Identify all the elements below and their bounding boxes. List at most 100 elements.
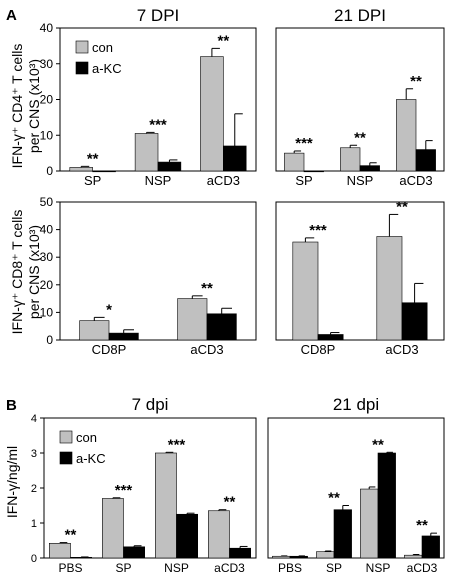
bar-con: [69, 167, 93, 172]
significance-marker: **: [396, 198, 408, 215]
y-tick-label: 0: [31, 553, 37, 565]
bar-akc: [289, 555, 308, 559]
bar-con: [340, 147, 361, 172]
y-tick-label: 10: [40, 128, 54, 142]
significance-marker: ***: [168, 436, 186, 453]
bar-akc: [421, 535, 440, 559]
x-tick-label: SP: [326, 561, 342, 575]
chart-title: 7 DPI: [137, 6, 180, 25]
bar-con: [272, 555, 291, 559]
bar-con: [102, 498, 124, 559]
significance-marker: **: [65, 527, 77, 544]
bar-akc: [176, 513, 199, 559]
chart-21dpi-b: 21 dpi PBS SP ** NSP ** aCD3 **: [267, 395, 445, 575]
ylabel-cd8-line2: per CNS (x10³): [26, 225, 42, 319]
ylabel-cd8-line1: IFN-γ⁺ CD8⁺ T cells: [9, 210, 25, 335]
y-tick-label: 50: [40, 195, 54, 209]
y-tick-label: 0: [46, 333, 53, 347]
chart-7dpi-cd4: 7 DPI 0 10 20 30 40 SP ** NSP *** aCD3 ** con a-KC: [40, 6, 257, 188]
x-tick-label: aCD3: [214, 561, 245, 575]
significance-marker: **: [217, 32, 229, 49]
bar-akc: [92, 170, 116, 173]
bar-con: [200, 56, 224, 172]
legend-swatch-con: [75, 40, 89, 54]
bar-akc: [333, 509, 352, 559]
bar-con: [134, 133, 159, 172]
significance-marker: ***: [149, 116, 167, 133]
bar-akc: [317, 334, 344, 341]
chart-title: 7 dpi: [132, 395, 169, 414]
x-tick-label: NSP: [347, 173, 374, 188]
bar-con: [404, 554, 423, 559]
x-tick-label: SP: [295, 173, 312, 188]
ylabel-cd4-line2: per CNS (x10³): [26, 59, 42, 153]
y-tick-label: 0: [46, 164, 53, 178]
bar-akc: [401, 302, 428, 341]
bar-akc: [108, 332, 139, 341]
y-tick-label: 40: [40, 21, 54, 35]
x-tick-label: aCD3: [385, 342, 418, 357]
bar-con: [48, 542, 71, 559]
bar-akc: [223, 145, 247, 172]
x-tick-label: aCD3: [399, 173, 432, 188]
bar-con: [284, 152, 305, 172]
significance-marker: **: [328, 490, 340, 507]
chart-title: 21 DPI: [334, 6, 386, 25]
x-tick-label: PBS: [58, 561, 82, 575]
x-tick-label: CD8P: [92, 342, 127, 357]
bar-akc: [303, 170, 324, 173]
significance-marker: **: [354, 129, 366, 146]
bar-akc: [377, 452, 396, 559]
ylabel-cd4-line1: IFN-γ⁺ CD4⁺ T cells: [9, 44, 25, 169]
chart-21dpi-cd8: CD8P *** aCD3 **: [275, 198, 445, 357]
chart-21dpi-cd4: 21 DPI SP *** NSP ** aCD3 **: [275, 6, 445, 188]
y-tick-label: 40: [40, 223, 54, 237]
legend-label-akc: a-KC: [76, 451, 106, 466]
x-tick-label: NSP: [366, 561, 391, 575]
x-tick-label: NSP: [145, 173, 172, 188]
x-tick-label: aCD3: [407, 561, 438, 575]
bar-con: [360, 488, 379, 559]
significance-marker: **: [372, 436, 384, 453]
legend-label-con: con: [92, 40, 113, 55]
y-tick-label: 10: [40, 305, 54, 319]
y-tick-label: 4: [31, 413, 37, 425]
legend-swatch-con: [59, 430, 73, 444]
plot-frame: [267, 417, 445, 559]
ylabel-b: IFN-γ/ng/ml: [4, 446, 20, 518]
bar-con: [79, 320, 110, 341]
bar-con: [155, 452, 177, 559]
significance-marker: ***: [309, 222, 327, 239]
bar-akc: [359, 165, 380, 172]
significance-marker: ***: [295, 135, 313, 152]
legend: con a-KC: [59, 430, 106, 466]
chart-title: 21 dpi: [333, 395, 379, 414]
bar-akc: [123, 546, 146, 559]
significance-marker: **: [410, 73, 422, 90]
y-tick-label: 20: [40, 93, 54, 107]
legend-swatch-akc: [75, 61, 89, 75]
bar-akc: [206, 313, 237, 341]
legend: con a-KC: [75, 40, 122, 76]
chart-7dpi-b: 7 dpi 0 1 2 3 4 PBS ** SP *** NSP *** aCD3 ** con a-KC: [31, 395, 257, 575]
panel-label-a: A: [6, 7, 17, 24]
significance-marker: ***: [115, 482, 133, 499]
significance-marker: *: [106, 301, 112, 318]
x-tick-label: SP: [84, 173, 101, 188]
chart-panels: 7 DPI010203040SP**NSP***aCD3**cona-KC21 …: [31, 6, 445, 575]
bar-akc: [415, 149, 436, 172]
bar-akc: [157, 161, 182, 172]
x-tick-label: SP: [115, 561, 131, 575]
x-tick-label: PBS: [278, 561, 302, 575]
bar-con: [396, 99, 417, 172]
chart-7dpi-cd8: 0 10 20 30 40 50 CD8P * aCD3 **: [40, 195, 257, 357]
x-tick-label: aCD3: [207, 173, 240, 188]
bar-con: [292, 241, 319, 341]
y-tick-label: 1: [31, 518, 37, 530]
legend-swatch-akc: [59, 451, 73, 465]
legend-label-con: con: [76, 430, 97, 445]
bar-con: [208, 510, 230, 559]
legend-label-akc: a-KC: [92, 61, 122, 76]
panel-label-b: B: [6, 397, 17, 414]
y-tick-label: 20: [40, 278, 54, 292]
